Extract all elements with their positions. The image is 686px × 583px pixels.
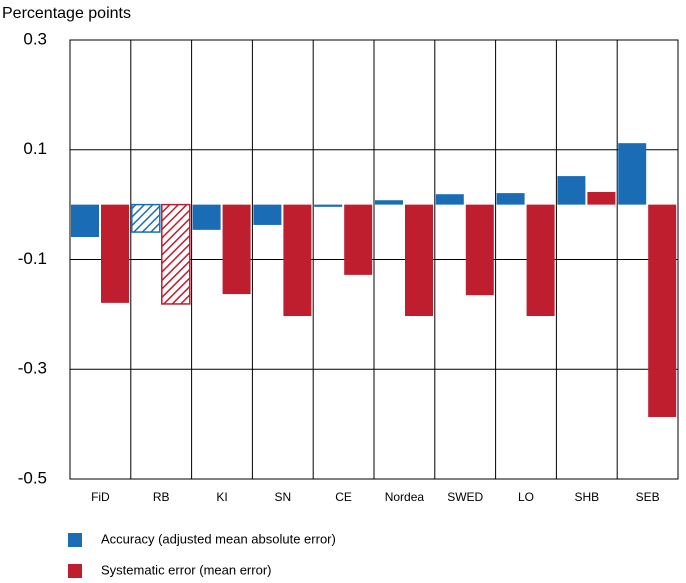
bar bbox=[222, 204, 251, 295]
bar bbox=[192, 204, 221, 230]
y-axis-label: Percentage points bbox=[2, 5, 131, 22]
x-tick-label: Nordea bbox=[385, 490, 425, 504]
bar bbox=[618, 143, 647, 205]
x-tick-label: LO bbox=[518, 490, 534, 504]
y-tick-label: 0.3 bbox=[23, 29, 47, 48]
x-tick-label: CE bbox=[335, 490, 352, 504]
x-tick-label: SHB bbox=[574, 490, 599, 504]
bar bbox=[465, 204, 494, 296]
x-tick-label: SWED bbox=[447, 490, 483, 504]
bar bbox=[161, 203, 191, 305]
bar bbox=[557, 176, 586, 205]
y-tick-label: -0.3 bbox=[18, 359, 47, 378]
bar bbox=[283, 204, 312, 317]
bar bbox=[344, 204, 373, 275]
x-tick-label: FiD bbox=[91, 490, 110, 504]
x-tick-label: SEB bbox=[636, 490, 660, 504]
bar bbox=[496, 193, 525, 205]
bar bbox=[375, 200, 403, 205]
x-tick-label: SN bbox=[274, 490, 291, 504]
bar bbox=[314, 204, 343, 207]
y-tick-label: -0.5 bbox=[18, 468, 47, 487]
y-tick-label: 0.1 bbox=[23, 139, 47, 158]
bar bbox=[435, 194, 464, 205]
plot-frame bbox=[69, 39, 679, 480]
legend-label: Systematic error (mean error) bbox=[101, 562, 271, 577]
bar bbox=[648, 204, 677, 417]
legend-swatch bbox=[68, 564, 82, 578]
bar bbox=[101, 204, 129, 303]
bar bbox=[131, 203, 161, 233]
x-tick-label: KI bbox=[216, 490, 227, 504]
bar bbox=[587, 192, 616, 205]
bar bbox=[526, 204, 555, 317]
y-tick-label: -0.1 bbox=[18, 249, 47, 268]
legend-swatch bbox=[68, 533, 82, 547]
legend-label: Accuracy (adjusted mean absolute error) bbox=[101, 531, 336, 546]
bar bbox=[71, 204, 99, 238]
bar bbox=[253, 204, 282, 225]
bar bbox=[405, 204, 433, 317]
x-tick-label: RB bbox=[153, 490, 170, 504]
